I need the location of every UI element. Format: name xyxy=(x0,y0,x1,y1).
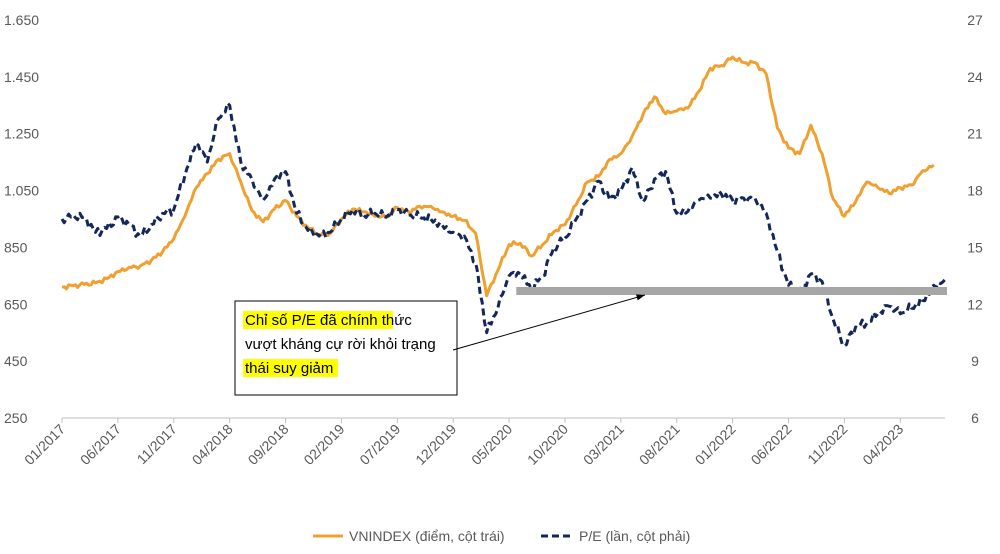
annotation-layer: Chỉ số P/E đã chính thức vượt kháng cự rờ… xyxy=(234,294,646,396)
x-axis-tick-label: 03/2021 xyxy=(580,421,627,468)
left-axis-tick-label: 1.250 xyxy=(4,126,39,142)
vnindex-line xyxy=(61,55,935,298)
legend-label-pe: P/E (lần, cột phải) xyxy=(579,528,690,544)
right-axis-tick-label: 15 xyxy=(967,239,983,255)
right-axis-tick-label: 18 xyxy=(967,183,983,199)
x-axis: 01/2017 06/2017 11/2017 04/2018 09/2018 02/20… xyxy=(21,417,945,468)
annotation-text-line: Chỉ số P/E đã chính thức xyxy=(245,312,412,329)
x-axis-tick-label: 11/2017 xyxy=(134,421,181,468)
left-axis-tick-label: 850 xyxy=(4,239,28,255)
x-axis-tick-label: 04/2018 xyxy=(189,421,236,468)
annotation-highlight xyxy=(243,359,338,377)
left-axis-tick-label: 1.050 xyxy=(4,183,39,199)
series-layer xyxy=(60,55,947,348)
annotation-text-line: thái suy giảm xyxy=(245,360,333,377)
left-axis: 1.650 1.450 1.250 1.050 850 650 450 250 xyxy=(4,12,39,426)
x-axis-tick-label: 01/2017 xyxy=(21,421,68,468)
x-axis-tick-label: 06/2022 xyxy=(748,421,795,468)
x-axis-tick-label: 10/2020 xyxy=(524,421,571,468)
right-axis-tick-label: 24 xyxy=(967,69,983,85)
x-axis-tick-label: 05/2020 xyxy=(468,421,515,468)
annotation-arrow-line xyxy=(452,294,646,351)
pe-line xyxy=(60,101,947,348)
left-axis-tick-label: 250 xyxy=(4,410,28,426)
right-axis-tick-label: 12 xyxy=(967,296,983,312)
x-axis-tick-label: 04/2023 xyxy=(859,421,906,468)
annotation-text-line: vượt kháng cự rời khỏi trạng xyxy=(245,336,436,353)
legend: VNINDEX (điểm, cột trái) P/E (lần, cột ph… xyxy=(313,528,690,544)
x-axis-tick-label: 12/2019 xyxy=(412,421,459,468)
left-axis-tick-label: 1.650 xyxy=(4,12,39,28)
x-axis-tick-label: 07/2019 xyxy=(356,421,403,468)
right-axis: 27 24 21 18 15 12 9 6 xyxy=(967,12,983,426)
annotation-arrow-head xyxy=(636,294,645,301)
left-axis-tick-label: 1.450 xyxy=(4,69,39,85)
annotation-highlight xyxy=(243,311,393,329)
x-axis-tick-label: 01/2022 xyxy=(692,421,739,468)
right-axis-tick-label: 21 xyxy=(967,126,983,142)
right-axis-tick-label: 9 xyxy=(971,353,979,369)
x-axis-tick-label: 08/2021 xyxy=(636,421,683,468)
right-axis-tick-label: 27 xyxy=(967,12,983,28)
left-axis-tick-label: 650 xyxy=(4,296,28,312)
x-axis-tick-label: 02/2019 xyxy=(300,421,347,468)
left-axis-tick-label: 450 xyxy=(4,353,28,369)
right-axis-tick-label: 6 xyxy=(971,410,979,426)
x-axis-tick-label: 11/2022 xyxy=(804,421,851,468)
x-axis-tick-label: 06/2017 xyxy=(77,421,124,468)
legend-label-vnindex: VNINDEX (điểm, cột trái) xyxy=(349,528,505,544)
x-axis-tick-label: 09/2018 xyxy=(245,421,292,468)
